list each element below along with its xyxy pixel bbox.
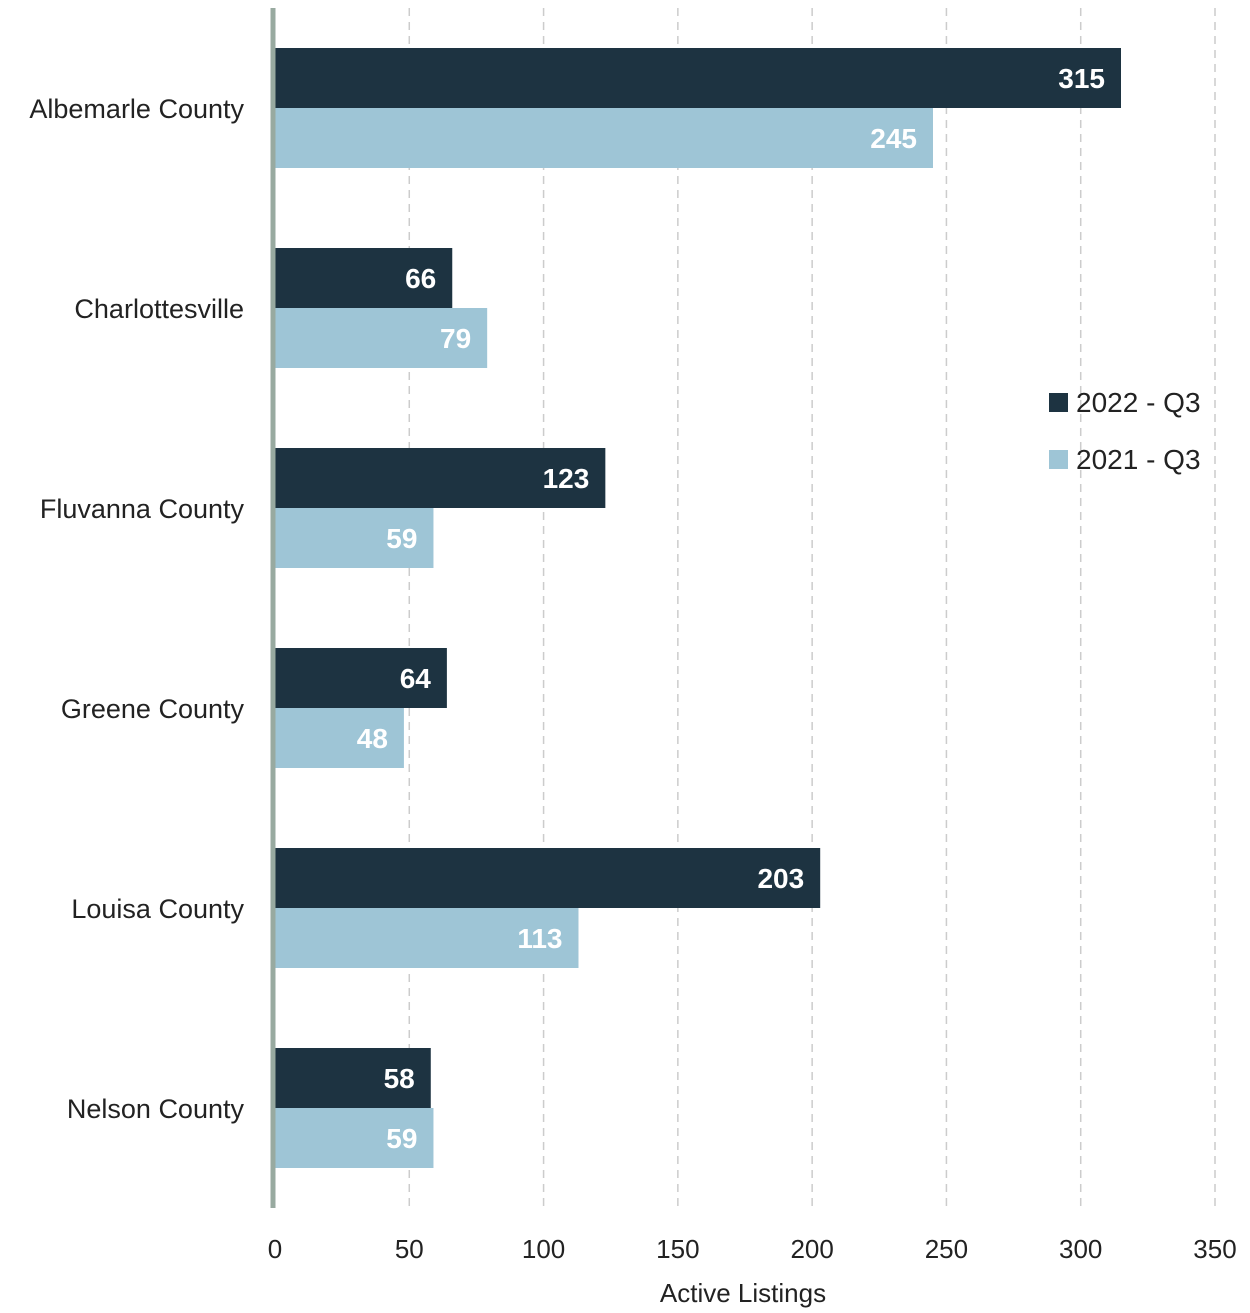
x-tick-label: 150 [656, 1234, 699, 1264]
bar [275, 908, 579, 968]
x-tick-label: 0 [268, 1234, 282, 1264]
category-label: Nelson County [67, 1094, 245, 1124]
bar [275, 308, 488, 368]
bar [275, 1048, 431, 1108]
category-label: Greene County [61, 694, 245, 724]
legend-swatch [1049, 450, 1068, 469]
x-tick-label: 250 [925, 1234, 968, 1264]
x-tick-label: 300 [1059, 1234, 1102, 1264]
legend-swatch [1049, 393, 1068, 412]
legend-label: 2022 - Q3 [1076, 387, 1201, 418]
x-axis-title: Active Listings [660, 1278, 826, 1308]
bar [275, 48, 1121, 108]
data-label: 123 [543, 463, 590, 494]
category-label: Fluvanna County [40, 494, 245, 524]
data-label: 113 [517, 923, 562, 954]
data-label: 79 [440, 323, 471, 354]
data-label: 59 [386, 1123, 417, 1154]
x-tick-label: 200 [790, 1234, 833, 1264]
data-label: 64 [400, 663, 432, 694]
data-label: 315 [1058, 63, 1105, 94]
bar [275, 1108, 434, 1168]
data-label: 58 [384, 1063, 415, 1094]
x-tick-label: 50 [395, 1234, 424, 1264]
gridlines [408, 8, 1216, 1208]
bar [275, 248, 453, 308]
bar [275, 508, 434, 568]
data-label: 245 [870, 123, 917, 154]
bar [275, 648, 447, 708]
bar [275, 448, 606, 508]
bar [275, 848, 821, 908]
bar [275, 108, 933, 168]
bar [275, 708, 404, 768]
x-tick-label: 350 [1193, 1234, 1236, 1264]
data-label: 48 [357, 723, 388, 754]
legend: 2022 - Q3 2021 - Q3 [1049, 387, 1201, 475]
data-label: 203 [757, 863, 804, 894]
x-tick-label: 100 [522, 1234, 565, 1264]
category-labels: Albemarle County Charlottesville Fluvanna … [29, 94, 244, 1124]
category-label: Charlottesville [74, 294, 244, 324]
category-label: Louisa County [71, 894, 244, 924]
data-label: 59 [386, 523, 417, 554]
data-label: 66 [405, 263, 436, 294]
legend-label: 2021 - Q3 [1076, 444, 1201, 475]
x-axis-ticks: 0 50 100 150 200 250 300 350 [268, 1234, 1237, 1264]
category-label: Albemarle County [29, 94, 244, 124]
